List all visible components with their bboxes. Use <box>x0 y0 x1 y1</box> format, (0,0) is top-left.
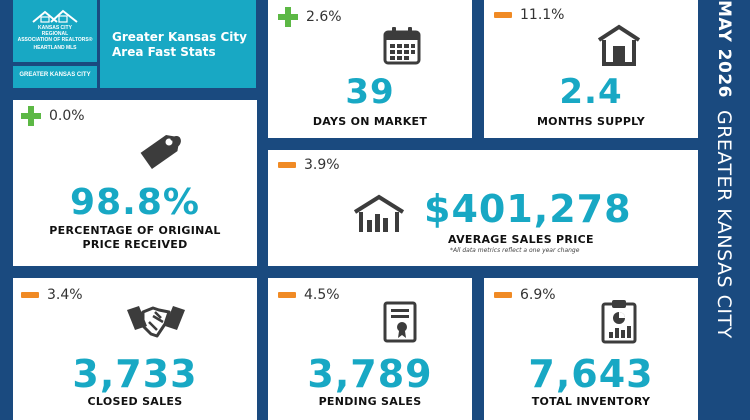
certificate-icon <box>383 301 417 343</box>
stat-value: 3,733 <box>72 352 198 396</box>
change-indicator: 0.0% <box>21 106 85 126</box>
stat-label: PENDING SALES <box>318 395 422 408</box>
change-indicator: 4.5% <box>278 287 340 303</box>
stat-card-pct-original: 0.0% 98.8% PERCENTAGE OF ORIGINAL PRICE … <box>13 100 257 266</box>
stat-label: CLOSED SALES <box>87 395 183 408</box>
stat-label-line1: PERCENTAGE OF ORIGINAL <box>49 224 221 237</box>
minus-icon <box>278 292 296 298</box>
change-indicator: 11.1% <box>494 7 564 23</box>
change-value: 11.1% <box>520 7 565 23</box>
sidebar-region: GREATER KANSAS CITY <box>713 110 735 339</box>
stat-value: 98.8% <box>70 182 200 223</box>
plus-icon <box>21 106 41 126</box>
clipboard-chart-icon <box>601 300 637 344</box>
price-tag-icon <box>140 134 181 170</box>
change-value: 3.9% <box>304 157 340 173</box>
stat-card-pending-sales: 4.5% 3,789 PENDING SALES <box>268 278 472 420</box>
minus-icon <box>278 162 296 168</box>
change-value: 0.0% <box>49 108 85 124</box>
page-title: Greater Kansas City Area Fast Stats <box>112 30 247 59</box>
change-value: 6.9% <box>520 287 556 303</box>
minus-icon <box>494 292 512 298</box>
logo-box: KANSAS CITY REGIONAL ASSOCIATION OF REAL… <box>13 0 97 62</box>
house-chart-icon <box>353 194 405 232</box>
stat-value: 39 <box>345 72 395 112</box>
stat-value: 3,789 <box>307 352 433 396</box>
handshake-icon <box>127 306 185 338</box>
logo-houses-icon <box>32 9 78 23</box>
stat-value: 2.4 <box>559 72 623 112</box>
change-value: 2.6% <box>306 9 342 25</box>
minus-icon <box>21 292 39 298</box>
minus-icon <box>494 12 512 18</box>
calendar-icon <box>383 27 421 65</box>
stat-label: AVERAGE SALES PRICE <box>448 233 594 246</box>
change-value: 3.4% <box>47 287 83 303</box>
stat-card-total-inventory: 6.9% 7,643 TOTAL INVENTORY <box>484 278 698 420</box>
stat-label-line2: PRICE RECEIVED <box>82 238 188 251</box>
change-indicator: 3.4% <box>21 287 83 303</box>
logo-text: KANSAS CITY REGIONAL ASSOCIATION OF REAL… <box>17 25 93 51</box>
stat-value: 7,643 <box>528 352 654 396</box>
region-tag: GREATER KANSAS CITY <box>13 66 97 88</box>
stat-card-avg-price: 3.9% $401,278 AVERAGE SALES PRICE *All d… <box>268 150 698 266</box>
change-indicator: 6.9% <box>494 287 556 303</box>
stat-label: MONTHS SUPPLY <box>536 115 646 128</box>
region-tag-label: GREATER KANSAS CITY <box>19 72 91 78</box>
footnote: *All data metrics reflect a one year cha… <box>450 247 580 254</box>
stat-label: TOTAL INVENTORY <box>531 395 651 408</box>
stat-card-months-supply: 11.1% 2.4 MONTHS SUPPLY <box>484 0 698 138</box>
stat-value: $401,278 <box>424 187 632 231</box>
change-indicator: 2.6% <box>278 7 342 27</box>
stat-card-days-on-market: 2.6% 39 DAYS ON MARKET <box>268 0 472 138</box>
garage-icon <box>597 24 641 66</box>
sidebar-date: MAY 2026 <box>714 0 734 98</box>
change-indicator: 3.9% <box>278 157 340 173</box>
header-box: Greater Kansas City Area Fast Stats <box>100 0 256 88</box>
change-value: 4.5% <box>304 287 340 303</box>
stat-label: DAYS ON MARKET <box>312 115 428 128</box>
plus-icon <box>278 7 298 27</box>
stat-card-closed-sales: 3.4% 3,733 CLOSED SALES <box>13 278 257 420</box>
